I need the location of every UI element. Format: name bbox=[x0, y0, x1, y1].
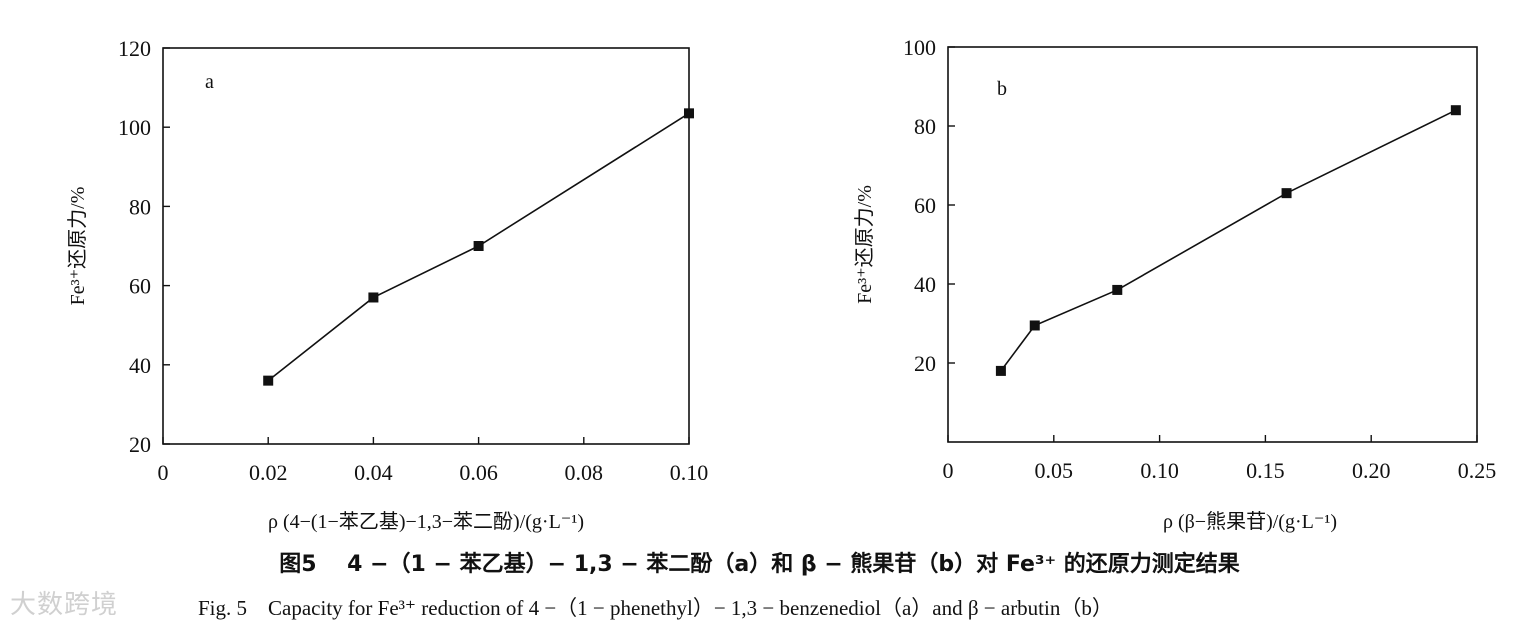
y-tick-label: 80 bbox=[129, 194, 151, 219]
plot-frame bbox=[947, 46, 1478, 443]
caption-english: Fig. 5 Capacity for Fe³⁺ reduction of 4 … bbox=[198, 592, 1113, 622]
data-point bbox=[473, 241, 484, 251]
caption-en-label: Fig. 5 bbox=[198, 596, 248, 620]
x-tick-label: 0.20 bbox=[1352, 458, 1391, 483]
data-point bbox=[684, 108, 694, 119]
x-tick-label: 0.06 bbox=[459, 460, 498, 485]
chart-panel-a: 20 40 60 80 100 120 0 0.02 0.04 0.06 0.08 0.10 a ρ (4… bbox=[66, 36, 708, 533]
y-tick-label: 60 bbox=[914, 193, 936, 218]
x-tick-label: 0.05 bbox=[1035, 458, 1074, 483]
caption-chinese: 图5 4 −（1 − 苯乙基）− 1,3 − 苯二酚（a）和 β − 熊果苷（b… bbox=[0, 546, 1519, 578]
y-tick-label: 60 bbox=[129, 274, 151, 299]
y-tick-label: 100 bbox=[118, 115, 151, 140]
caption-en-text: Capacity for Fe³⁺ reduction of 4 −（1 − p… bbox=[268, 596, 1113, 620]
watermark-text: 大数跨境 bbox=[10, 590, 119, 620]
y-tick-label: 120 bbox=[118, 36, 151, 61]
data-point bbox=[995, 365, 1006, 376]
series-line bbox=[1000, 109, 1457, 372]
x-tick-label: 0.15 bbox=[1246, 458, 1285, 483]
y-tick-label: 100 bbox=[903, 35, 936, 60]
x-tick-label: 0.10 bbox=[1140, 458, 1179, 483]
caption-cn-label: 图5 bbox=[279, 552, 317, 577]
y-axis-label: Fe³⁺还原力/% bbox=[66, 187, 89, 306]
x-tick-label: 0 bbox=[158, 460, 169, 485]
data-point bbox=[1450, 105, 1461, 116]
data-point bbox=[263, 375, 274, 386]
panel-label: b bbox=[997, 78, 1007, 100]
y-tick-label: 20 bbox=[129, 432, 151, 457]
figure-canvas: 20 40 60 80 100 120 0 0.02 0.04 0.06 0.08 0.10 a ρ (4… bbox=[66, 35, 1496, 533]
x-tick-label: 0 bbox=[943, 458, 954, 483]
panel-label: a bbox=[205, 71, 214, 93]
x-tick-label: 0.25 bbox=[1458, 458, 1497, 483]
x-tick-label: 0.02 bbox=[249, 460, 288, 485]
data-point bbox=[1029, 320, 1040, 331]
x-tick-label: 0.04 bbox=[354, 460, 393, 485]
data-point bbox=[1112, 284, 1123, 295]
x-tick-label: 0.08 bbox=[565, 460, 604, 485]
data-point bbox=[368, 292, 379, 303]
x-axis-label: ρ (β−熊果苷)/(g·L⁻¹) bbox=[1163, 510, 1337, 533]
series-line bbox=[267, 112, 690, 382]
y-axis-label: Fe³⁺还原力/% bbox=[853, 185, 876, 304]
y-tick-label: 20 bbox=[914, 351, 936, 376]
chart-panel-b: 20 40 60 80 100 0 0.05 0.10 0.15 0.20 0.25 b ρ (β−熊果… bbox=[853, 35, 1496, 533]
data-point bbox=[1281, 188, 1292, 199]
y-tick-label: 40 bbox=[129, 353, 151, 378]
y-tick-label: 80 bbox=[914, 114, 936, 139]
watermark-logo: 大数跨境 bbox=[10, 584, 118, 621]
x-tick-label: 0.10 bbox=[670, 460, 709, 485]
y-tick-label: 40 bbox=[914, 272, 936, 297]
caption-cn-text: 4 −（1 − 苯乙基）− 1,3 − 苯二酚（a）和 β − 熊果苷（b）对 … bbox=[347, 552, 1240, 577]
plot-frame bbox=[162, 47, 690, 445]
x-axis-label: ρ (4−(1−苯乙基)−1,3−苯二酚)/(g·L⁻¹) bbox=[268, 510, 584, 533]
